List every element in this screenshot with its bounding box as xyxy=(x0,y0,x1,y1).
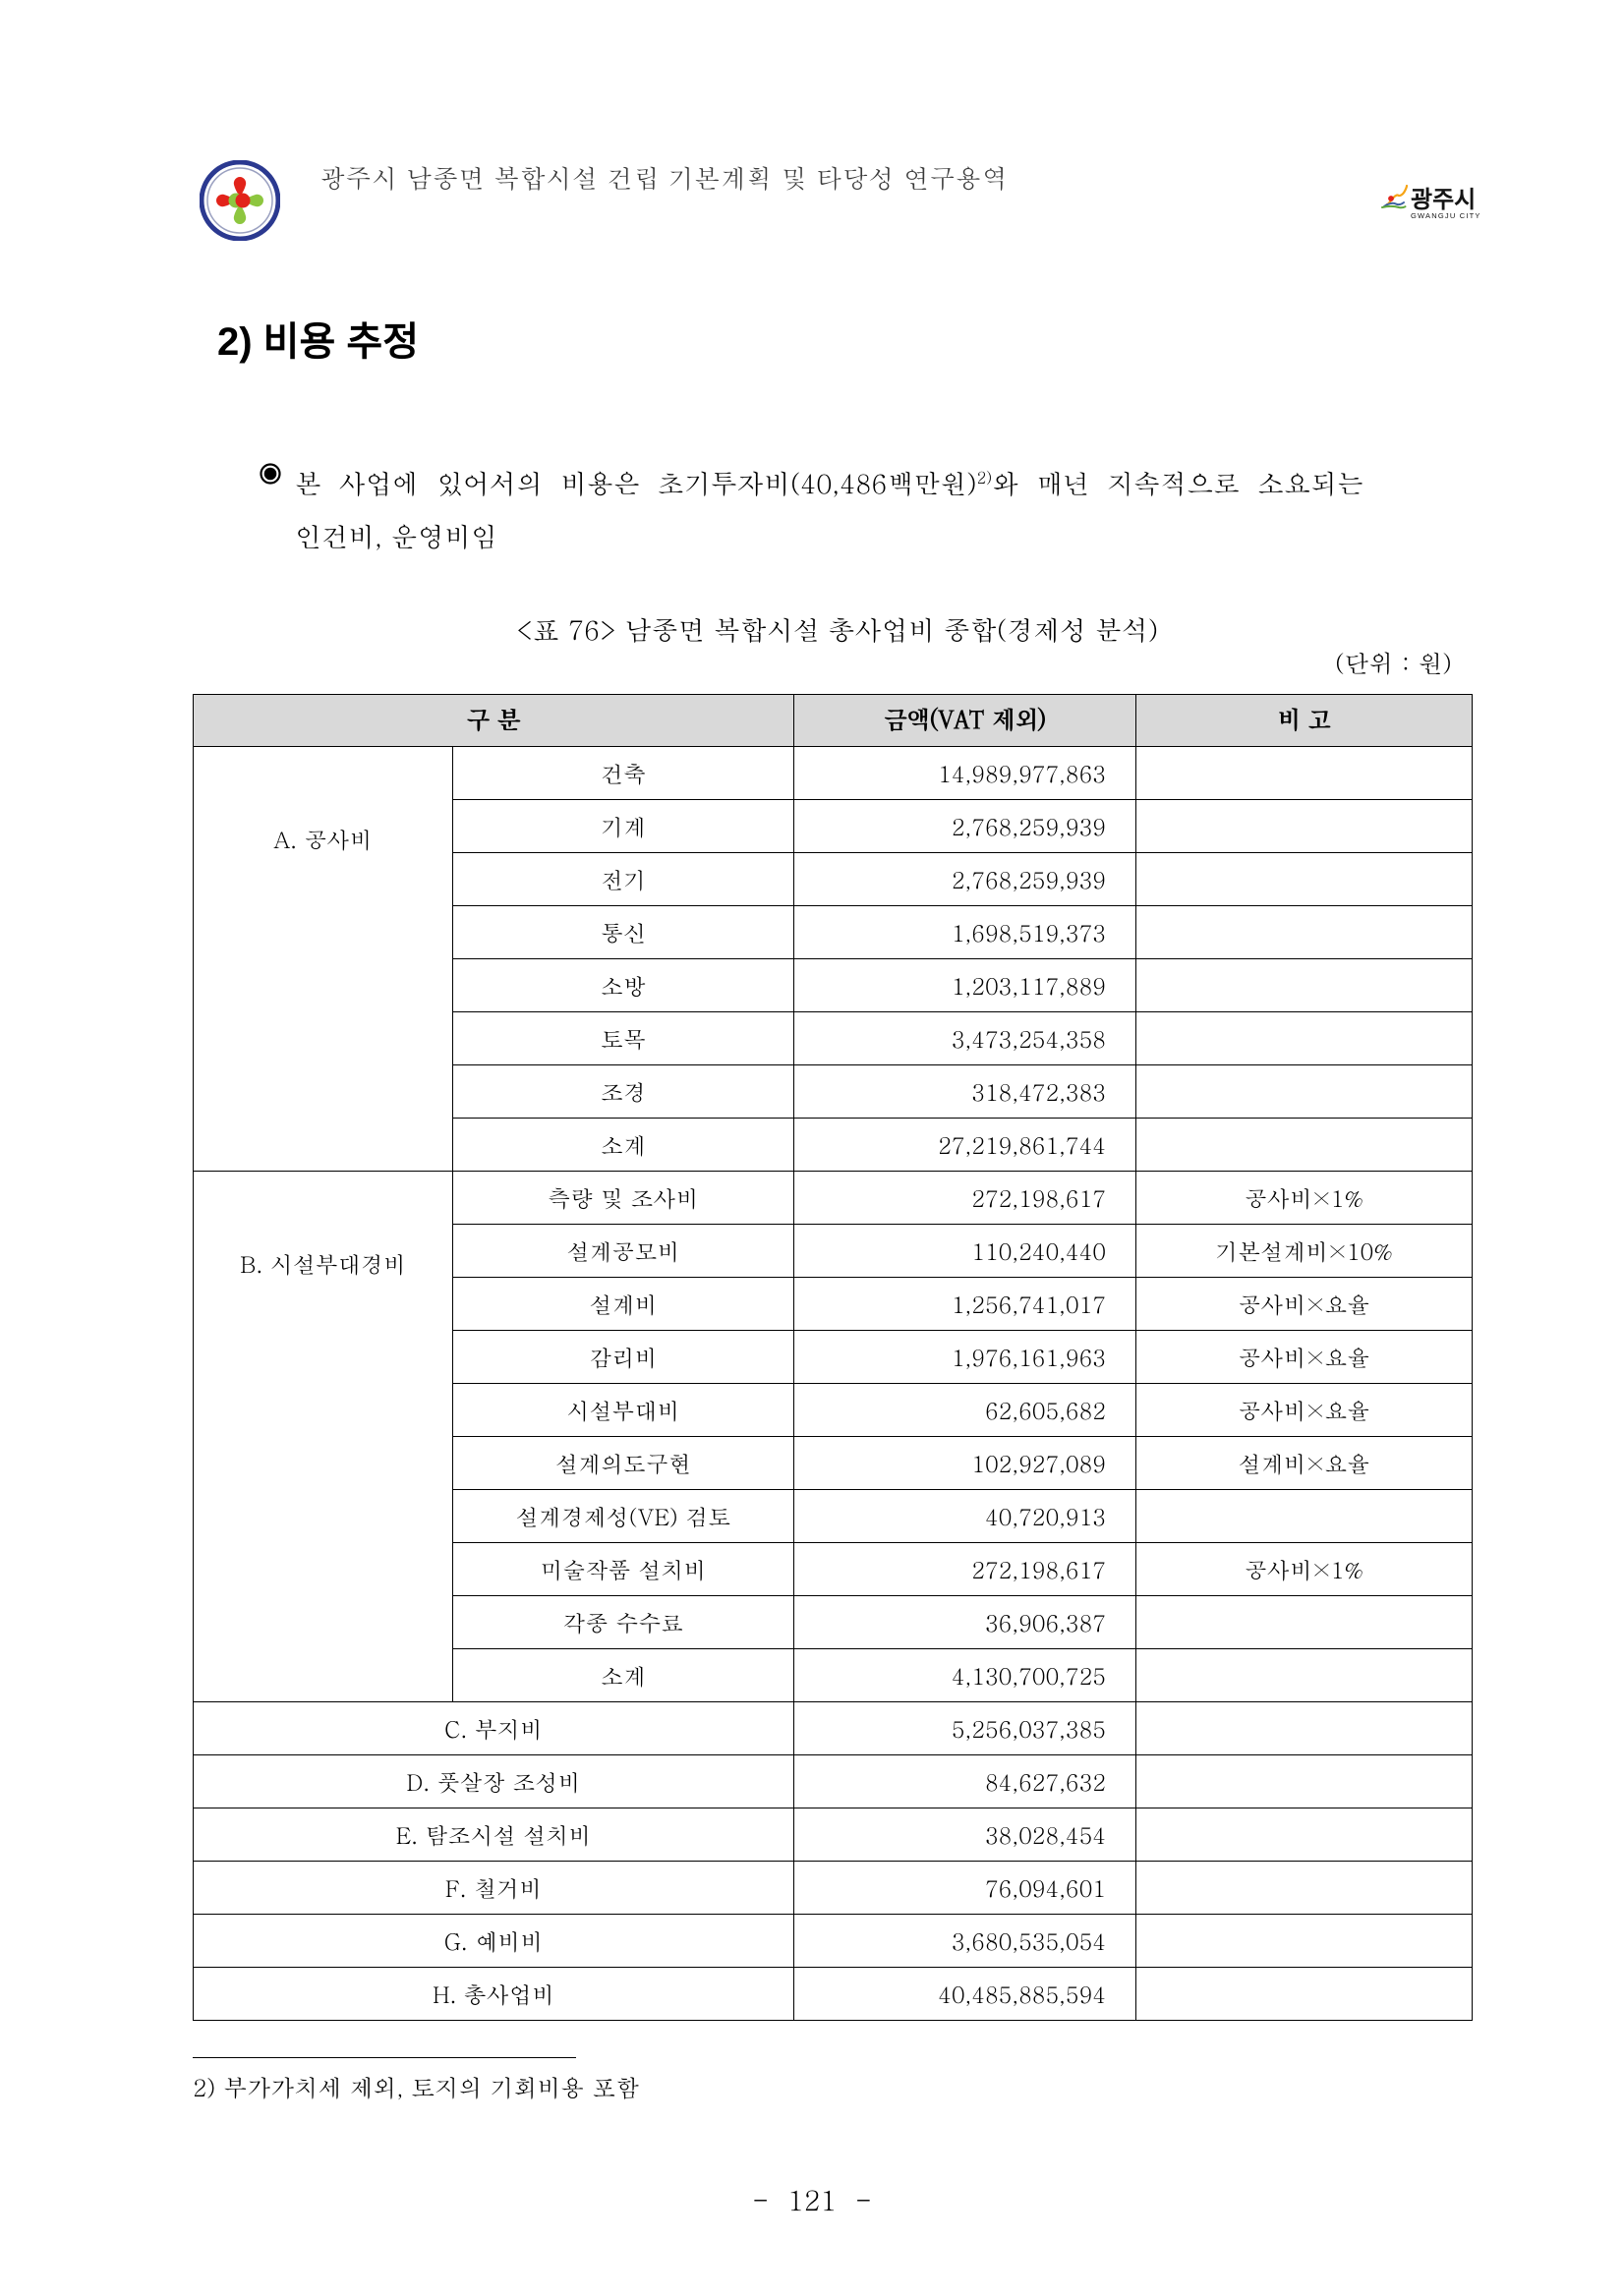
svg-text:GWANGJU CITY: GWANGJU CITY xyxy=(1411,211,1481,220)
svg-text:광주시: 광주시 xyxy=(1411,187,1476,213)
